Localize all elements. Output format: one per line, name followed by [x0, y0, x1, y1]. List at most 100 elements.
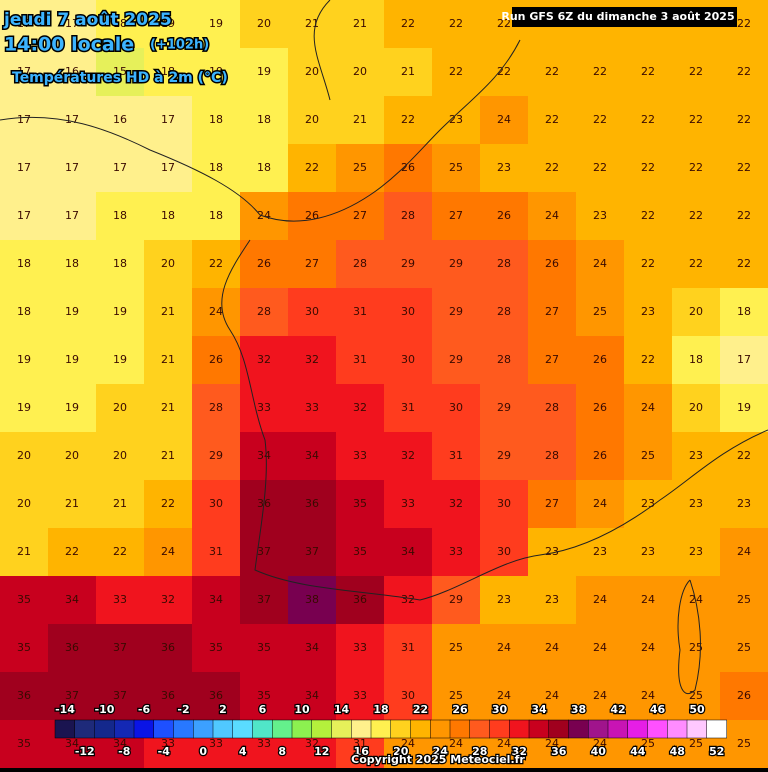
temperature-value: 19 [209, 17, 223, 30]
temperature-cell [480, 672, 529, 721]
temperature-cell [48, 624, 97, 673]
temperature-value: 28 [401, 209, 415, 222]
temperature-value: 22 [737, 161, 751, 174]
scale-label: 20 [393, 745, 409, 758]
temperature-cell [624, 96, 673, 145]
temperature-value: 22 [449, 65, 463, 78]
temperature-cell [48, 0, 97, 49]
temperature-value: 33 [353, 689, 367, 702]
temperature-cell [144, 240, 193, 289]
temperature-cell [672, 576, 721, 625]
temperature-value: 26 [209, 353, 223, 366]
temperature-cell [192, 528, 241, 577]
temperature-cell [576, 672, 625, 721]
temperature-value: 27 [449, 209, 463, 222]
temperature-cell [192, 672, 241, 721]
temperature-cell [336, 336, 385, 385]
temperature-cell [96, 384, 145, 433]
temperature-cell [48, 96, 97, 145]
temperature-value: 18 [257, 113, 271, 126]
temperature-cell [576, 624, 625, 673]
temperature-cell [480, 288, 529, 337]
temperature-cell [672, 432, 721, 481]
scale-label: 18 [373, 703, 388, 716]
temperature-value: 30 [401, 353, 415, 366]
temperature-cell [336, 0, 385, 49]
temperature-value: 22 [545, 113, 559, 126]
temperature-cell [336, 192, 385, 241]
scale-swatch [509, 719, 530, 739]
temperature-cell [0, 720, 49, 769]
temperature-cell [48, 144, 97, 193]
temperature-cell [384, 288, 433, 337]
temperature-cell [0, 336, 49, 385]
temperature-cell [240, 384, 289, 433]
temperature-cell [672, 384, 721, 433]
temperature-value: 30 [497, 497, 511, 510]
temperature-value: 25 [689, 641, 703, 654]
temperature-cell [720, 576, 768, 625]
temperature-value: 31 [401, 401, 415, 414]
scale-swatch [449, 719, 471, 739]
temperature-value: 24 [593, 689, 607, 702]
temperature-value: 22 [593, 161, 607, 174]
lead-time: (+102h) [150, 38, 209, 53]
temperature-value: 26 [593, 401, 607, 414]
temperature-cell [192, 240, 241, 289]
temperature-cell [144, 576, 193, 625]
temperature-cell [672, 96, 721, 145]
temperature-cell [432, 48, 481, 97]
scale-label: 12 [314, 745, 329, 758]
temperature-value: 35 [257, 689, 271, 702]
temperature-cell [384, 528, 433, 577]
scale-label: 50 [689, 703, 705, 716]
temperature-value: 29 [401, 257, 415, 270]
temperature-cell [96, 480, 145, 529]
scale-swatch [390, 719, 411, 739]
scale-swatch [291, 719, 313, 739]
temperature-cell [720, 240, 768, 289]
temperature-cell [288, 0, 337, 49]
temperature-cell [240, 624, 289, 673]
temperature-cell [0, 480, 49, 529]
temperature-value: 33 [305, 401, 319, 414]
temperature-cell [480, 624, 529, 673]
temperature-cell [432, 528, 481, 577]
temperature-value: 21 [113, 497, 127, 510]
temperature-value: 17 [17, 17, 31, 30]
temperature-cell [240, 48, 289, 97]
temperature-cell [672, 288, 721, 337]
temperature-value: 28 [497, 257, 511, 270]
scale-swatch [193, 719, 214, 739]
temperature-value: 23 [593, 545, 607, 558]
temperature-value: 28 [545, 401, 559, 414]
temperature-value: 19 [65, 353, 79, 366]
temperature-cell [336, 672, 385, 721]
temperature-value: 24 [449, 737, 463, 750]
temperature-value: 29 [449, 305, 463, 318]
temperature-value: 18 [113, 209, 127, 222]
temperature-cell [0, 528, 49, 577]
scale-swatch [627, 719, 648, 739]
temperature-cell [432, 288, 481, 337]
temperature-value: 20 [17, 497, 31, 510]
temperature-cell [720, 144, 768, 193]
temperature-cell [288, 624, 337, 673]
temperature-cell [144, 288, 193, 337]
temperature-cell [624, 432, 673, 481]
scale-swatch [54, 719, 76, 739]
temperature-value: 19 [113, 353, 127, 366]
temperature-value: 24 [545, 209, 559, 222]
temperature-value: 23 [641, 305, 655, 318]
temperature-value: 21 [161, 449, 175, 462]
temperature-value: 36 [161, 641, 175, 654]
temperature-cell [480, 240, 529, 289]
temperature-cell [432, 576, 481, 625]
temperature-value: 22 [641, 161, 655, 174]
temperature-value: 24 [641, 641, 655, 654]
temperature-value: 23 [545, 545, 559, 558]
temperature-value: 17 [113, 161, 127, 174]
temperature-value: 25 [449, 641, 463, 654]
temperature-value: 34 [113, 737, 127, 750]
